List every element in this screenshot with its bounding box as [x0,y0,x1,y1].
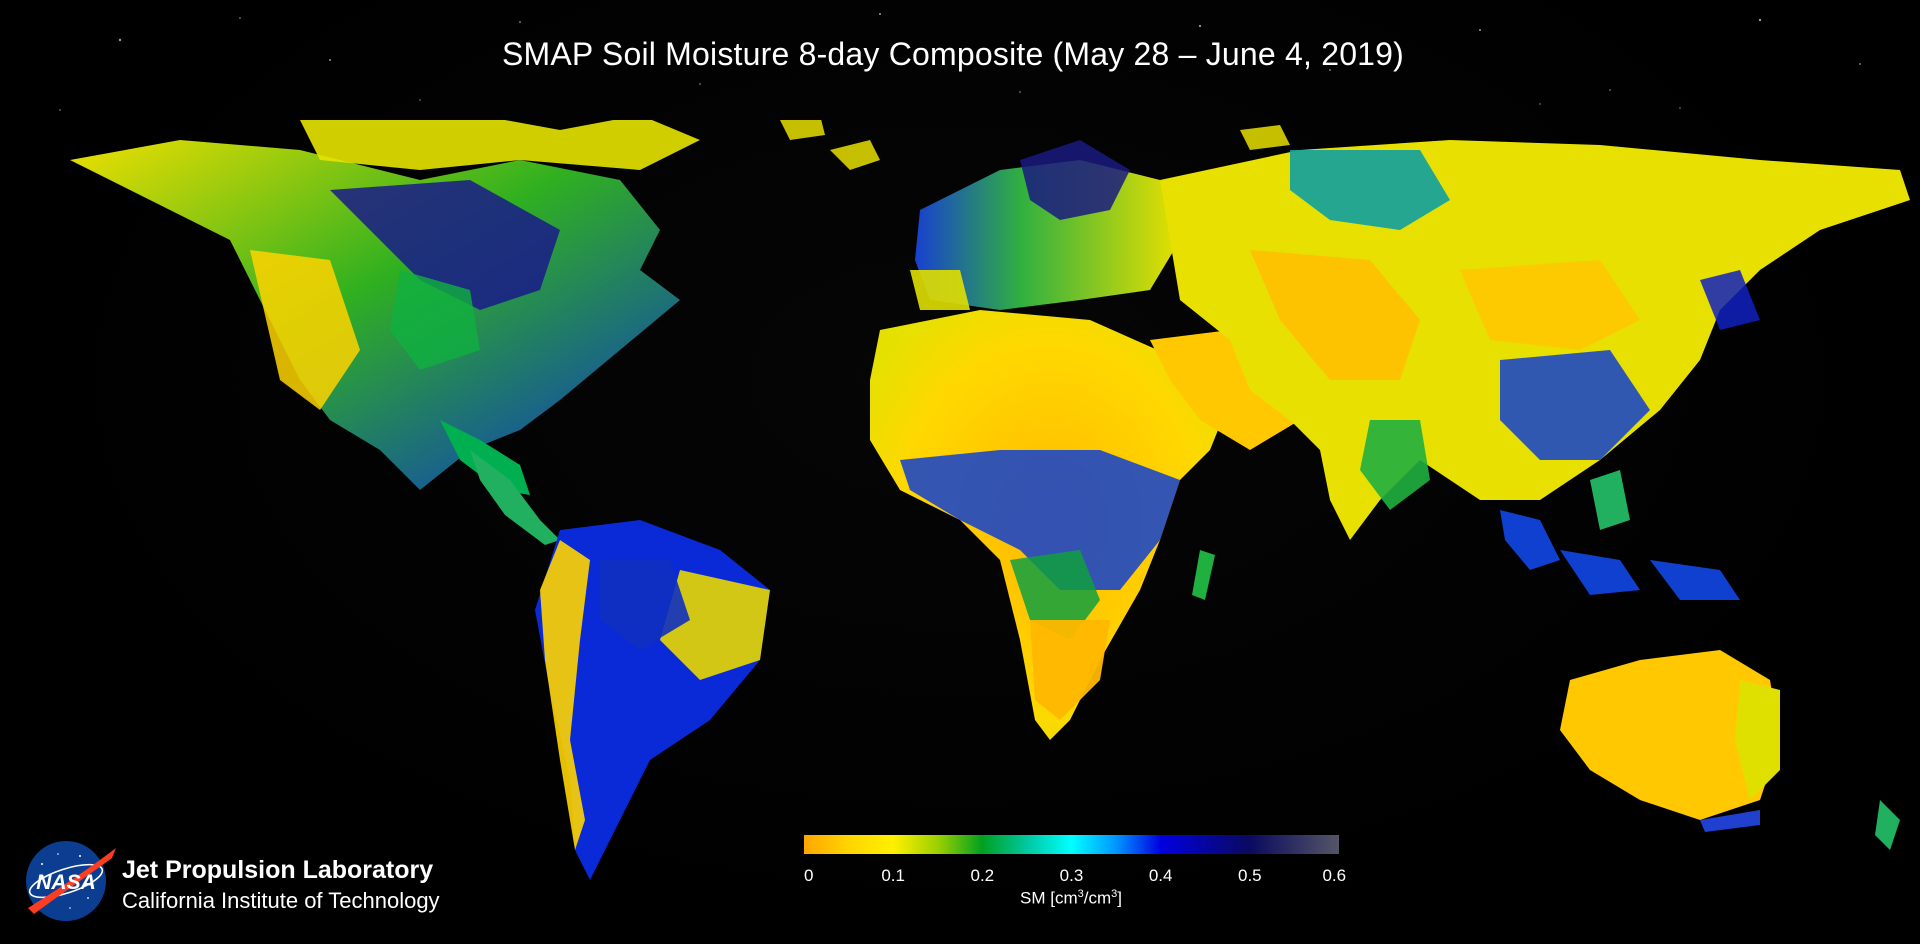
world-soil-moisture-map [70,120,1910,880]
map-title: SMAP Soil Moisture 8-day Composite (May … [501,36,1405,72]
nasa-logo-icon: NASA [26,841,116,921]
colorbar-tick-label: 0.6 [1322,866,1347,885]
europe [910,140,1180,310]
colorbar-tick-label: 0.2 [970,866,995,885]
colorbar-tick-label: 0.5 [1238,866,1262,885]
colorbar-tick-label: 0.4 [1148,866,1173,885]
svg-text:NASA: NASA [36,871,96,894]
jpl-name: Jet Propulsion Laboratory [122,856,434,884]
south-america [535,520,770,880]
jpl-logo-block: NASA Jet Propulsion Laboratory Californi… [20,838,480,924]
caltech-name: California Institute of Technology [122,888,440,913]
africa [870,310,1230,740]
north-america [70,120,700,495]
colorbar-label: SM [cm3/cm3] [1020,888,1122,908]
arctic-islands [780,120,1290,170]
colorbar-tick-label: 0.1 [881,866,905,885]
australia [1560,650,1780,832]
asia [1160,140,1910,540]
colorbar-ticks: 0 0.1 0.2 0.3 0.4 0.5 0.6 [804,866,1346,888]
central-america [470,450,560,545]
colorbar-tick-label: 0.3 [1059,866,1084,885]
colorbar-tick-label: 0 [804,866,814,885]
soil-moisture-colorbar [804,835,1339,854]
new-zealand [1875,800,1900,850]
southeast-asia-islands [1500,470,1740,600]
